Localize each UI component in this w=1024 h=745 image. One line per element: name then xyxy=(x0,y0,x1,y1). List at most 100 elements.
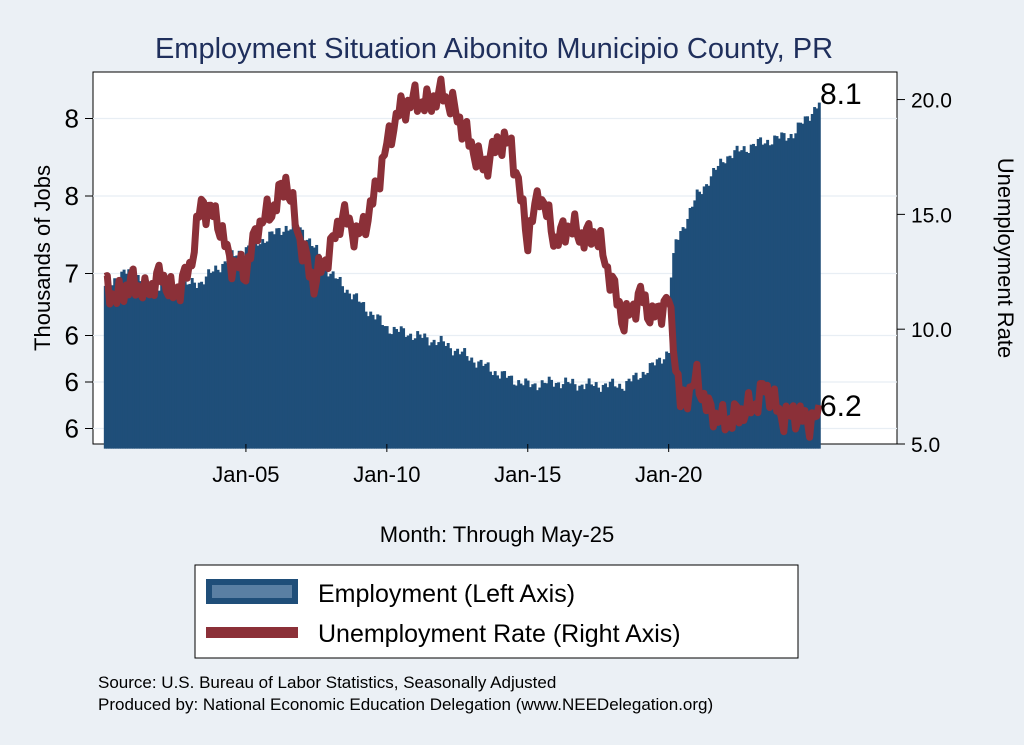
employment-bar xyxy=(618,383,622,449)
employment-bar xyxy=(815,108,819,449)
employment-bar xyxy=(601,384,605,449)
employment-bar xyxy=(336,278,340,449)
employment-bar xyxy=(554,382,558,449)
employment-bar xyxy=(573,384,577,449)
left-tick-label: 6 xyxy=(65,321,79,351)
employment-bar xyxy=(505,377,509,449)
employment-bar xyxy=(157,290,161,449)
employment-bar xyxy=(683,228,687,449)
employment-bar xyxy=(146,280,150,449)
employment-bar xyxy=(136,275,140,449)
employment-bar xyxy=(392,326,396,449)
employment-bar xyxy=(272,234,276,449)
legend-label-employment: Employment (Left Axis) xyxy=(318,580,575,608)
employment-bar xyxy=(315,244,319,449)
employment-bar xyxy=(195,288,199,449)
employment-bar xyxy=(411,339,415,449)
right-tick-label: 10.0 xyxy=(911,319,952,342)
employment-bar xyxy=(265,241,269,449)
employment-bar xyxy=(775,136,779,449)
employment-bar xyxy=(620,388,624,449)
employment-bar xyxy=(317,253,321,449)
employment-bar xyxy=(171,292,175,449)
employment-bar xyxy=(352,294,356,449)
employment-bar xyxy=(338,276,342,449)
unemployment-line-path xyxy=(103,75,823,441)
employment-bar xyxy=(225,262,229,449)
employment-bar xyxy=(597,387,600,449)
employment-bar xyxy=(197,282,201,449)
employment-bar xyxy=(249,247,253,449)
employment-bar xyxy=(789,133,793,449)
employment-bar xyxy=(749,144,753,449)
employment-bar xyxy=(615,387,619,449)
employment-bar xyxy=(747,153,751,449)
employment-bar xyxy=(449,348,453,449)
employment-bar xyxy=(590,384,593,449)
employment-bar xyxy=(707,185,711,449)
employment-bar xyxy=(662,359,666,449)
employment-bar xyxy=(745,151,748,449)
employment-bar xyxy=(737,151,741,449)
employment-bar xyxy=(709,176,713,449)
employment-bar xyxy=(803,116,807,449)
employment-bar xyxy=(644,374,647,449)
employment-bar xyxy=(251,240,255,449)
employment-bar xyxy=(467,360,471,449)
employment-bar xyxy=(728,155,732,449)
employment-bar xyxy=(310,246,314,449)
employment-bar xyxy=(524,378,528,449)
employment-bar xyxy=(646,372,650,449)
employment-bar xyxy=(481,365,485,449)
employment-bar xyxy=(350,299,354,449)
employment-bar xyxy=(176,287,180,449)
employment-bar xyxy=(545,383,549,449)
employment-bar xyxy=(430,342,434,449)
employment-bar xyxy=(636,379,640,449)
employment-bar xyxy=(817,102,821,449)
employment-bar xyxy=(608,381,612,449)
employment-bar xyxy=(695,189,699,449)
employment-bar xyxy=(474,367,478,449)
employment-bar xyxy=(148,286,152,449)
employment-bar xyxy=(247,245,251,449)
employment-bar xyxy=(568,383,572,449)
employment-bar xyxy=(155,292,159,449)
employment-bar xyxy=(575,390,579,449)
employment-bar xyxy=(698,191,701,449)
employment-bar xyxy=(535,390,539,449)
employment-bar xyxy=(463,348,467,449)
employment-bar xyxy=(500,371,504,449)
employment-bar xyxy=(399,326,403,449)
employment-bar xyxy=(465,356,469,449)
employment-bar xyxy=(413,338,417,449)
employment-bar xyxy=(813,107,817,449)
employment-bar xyxy=(178,293,182,449)
employment-bar xyxy=(390,334,394,449)
employment-bar xyxy=(794,133,798,449)
left-tick-label: 6 xyxy=(65,367,79,397)
employment-bar xyxy=(721,162,725,449)
employment-bar xyxy=(763,143,767,449)
right-tick-label: 20.0 xyxy=(911,90,952,113)
employment-bar xyxy=(134,277,138,449)
legend-swatch-unemployment xyxy=(206,627,298,638)
employment-bar xyxy=(651,362,655,449)
employment-bar xyxy=(442,341,445,449)
employment-bar xyxy=(634,372,638,449)
employment-bar xyxy=(519,383,523,449)
legend-label-unemployment: Unemployment Rate (Right Axis) xyxy=(318,620,681,648)
employment-bar xyxy=(726,156,730,449)
employment-bar xyxy=(782,133,786,449)
employment-bar xyxy=(378,315,382,449)
employment-bar xyxy=(279,234,283,449)
employment-bar xyxy=(388,333,391,449)
employment-bar xyxy=(237,250,241,449)
employment-end-label: 8.1 xyxy=(820,78,862,111)
employment-bar xyxy=(507,375,511,449)
employment-bar xyxy=(801,123,805,449)
legend: Employment (Left Axis) Unemployment Rate… xyxy=(194,564,799,659)
employment-bar xyxy=(759,137,763,449)
employment-bar xyxy=(324,267,328,449)
employment-bar xyxy=(188,283,192,449)
